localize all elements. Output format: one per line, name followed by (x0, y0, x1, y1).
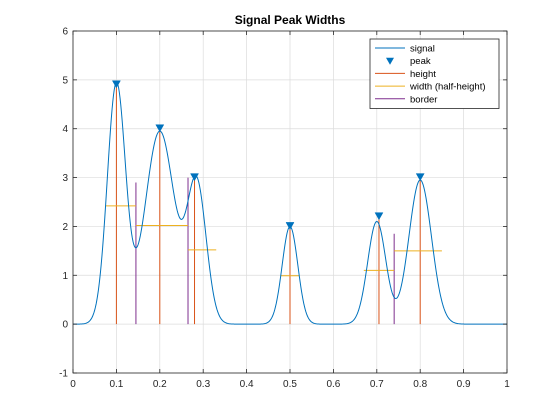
peak-marker (374, 212, 384, 221)
x-tick-label: 0.5 (283, 379, 297, 390)
chart-title: Signal Peak Widths (235, 13, 346, 27)
y-tick-label: 2 (62, 222, 68, 233)
legend-label: height (410, 69, 436, 80)
x-tick-label: 0.6 (326, 379, 340, 390)
legend-item-width: width (half-height) (375, 82, 486, 93)
legend-item-peak: peak (386, 56, 431, 67)
y-tick-label: 1 (62, 271, 68, 282)
legend-item-signal: signal (375, 44, 435, 55)
legend-item-height: height (375, 69, 436, 80)
y-tick-label: 5 (62, 75, 68, 86)
x-tick-label: 0.3 (196, 379, 210, 390)
x-tick-label: 0 (70, 379, 76, 390)
peak-marker (285, 222, 295, 230)
legend-label: border (410, 94, 437, 105)
legend-item-border: border (375, 94, 437, 105)
x-tick-label: 0.9 (457, 379, 471, 390)
peak-marker (415, 173, 425, 182)
y-tick-label: 6 (62, 27, 68, 38)
x-tick-label: 0.1 (109, 379, 123, 390)
y-tick-label: 0 (62, 320, 68, 331)
legend-label: signal (410, 44, 435, 55)
axes-box (72, 30, 508, 374)
peak-marker (155, 124, 165, 133)
data-layer (73, 80, 507, 325)
x-tick-label: 0.8 (413, 379, 427, 390)
legend-label: peak (410, 56, 431, 67)
y-tick-label: -1 (59, 369, 68, 380)
peak-marker (190, 173, 199, 182)
legend-swatch-peak (386, 57, 394, 65)
x-tick-label: 0.2 (153, 379, 167, 390)
y-tick-label: 3 (62, 173, 68, 184)
x-tick-label: 0.7 (370, 379, 384, 390)
legend-label: width (half-height) (409, 82, 486, 93)
peak-marker (111, 80, 121, 89)
y-tick-label: 4 (62, 124, 68, 135)
x-tick-label: 0.4 (240, 379, 254, 390)
x-tick-label: 1 (504, 379, 510, 390)
